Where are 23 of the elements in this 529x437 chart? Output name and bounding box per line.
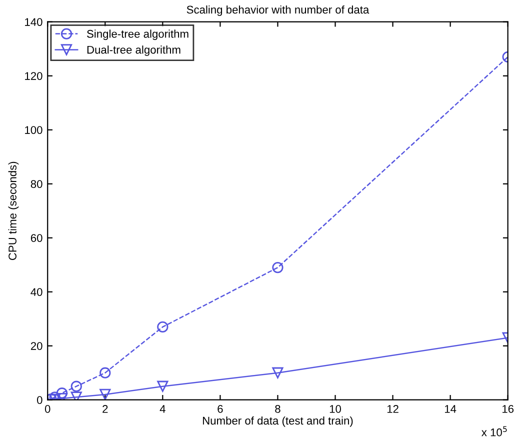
x-tick-label: 16 [502,405,514,413]
x-tick-label: 6 [218,405,223,413]
text: x 10$^{5}$ [482,426,507,436]
y-tick-label: 20 [30,342,42,350]
x-tick-label: 12 [387,405,398,413]
y-tick-label: 80 [30,180,42,188]
y-axis-title: CPU time (seconds) [8,162,19,260]
x-tick-label: 8 [275,405,280,413]
x-tick-label: 0 [44,405,50,413]
x-axis-title: Number of data (test and train) [202,416,353,427]
y-tick-label: 40 [30,288,42,296]
y-tick-label: 0 [37,396,42,404]
x-tick-label: 4 [160,405,166,413]
x-tick-label: 10 [330,405,341,413]
chart-title: Scaling behavior with number of data [186,5,370,16]
legend-label: Single-tree algorithm [87,30,188,40]
y-tick-label: 100 [25,126,42,134]
legend-label: Dual-tree algorithm [87,46,180,56]
y-tick-label: 60 [30,234,42,242]
y-tick-label: 140 [25,18,42,26]
x-tick-label: 2 [102,405,108,413]
y-tick-label: 120 [25,72,42,80]
x-tick-label: 14 [444,405,456,413]
